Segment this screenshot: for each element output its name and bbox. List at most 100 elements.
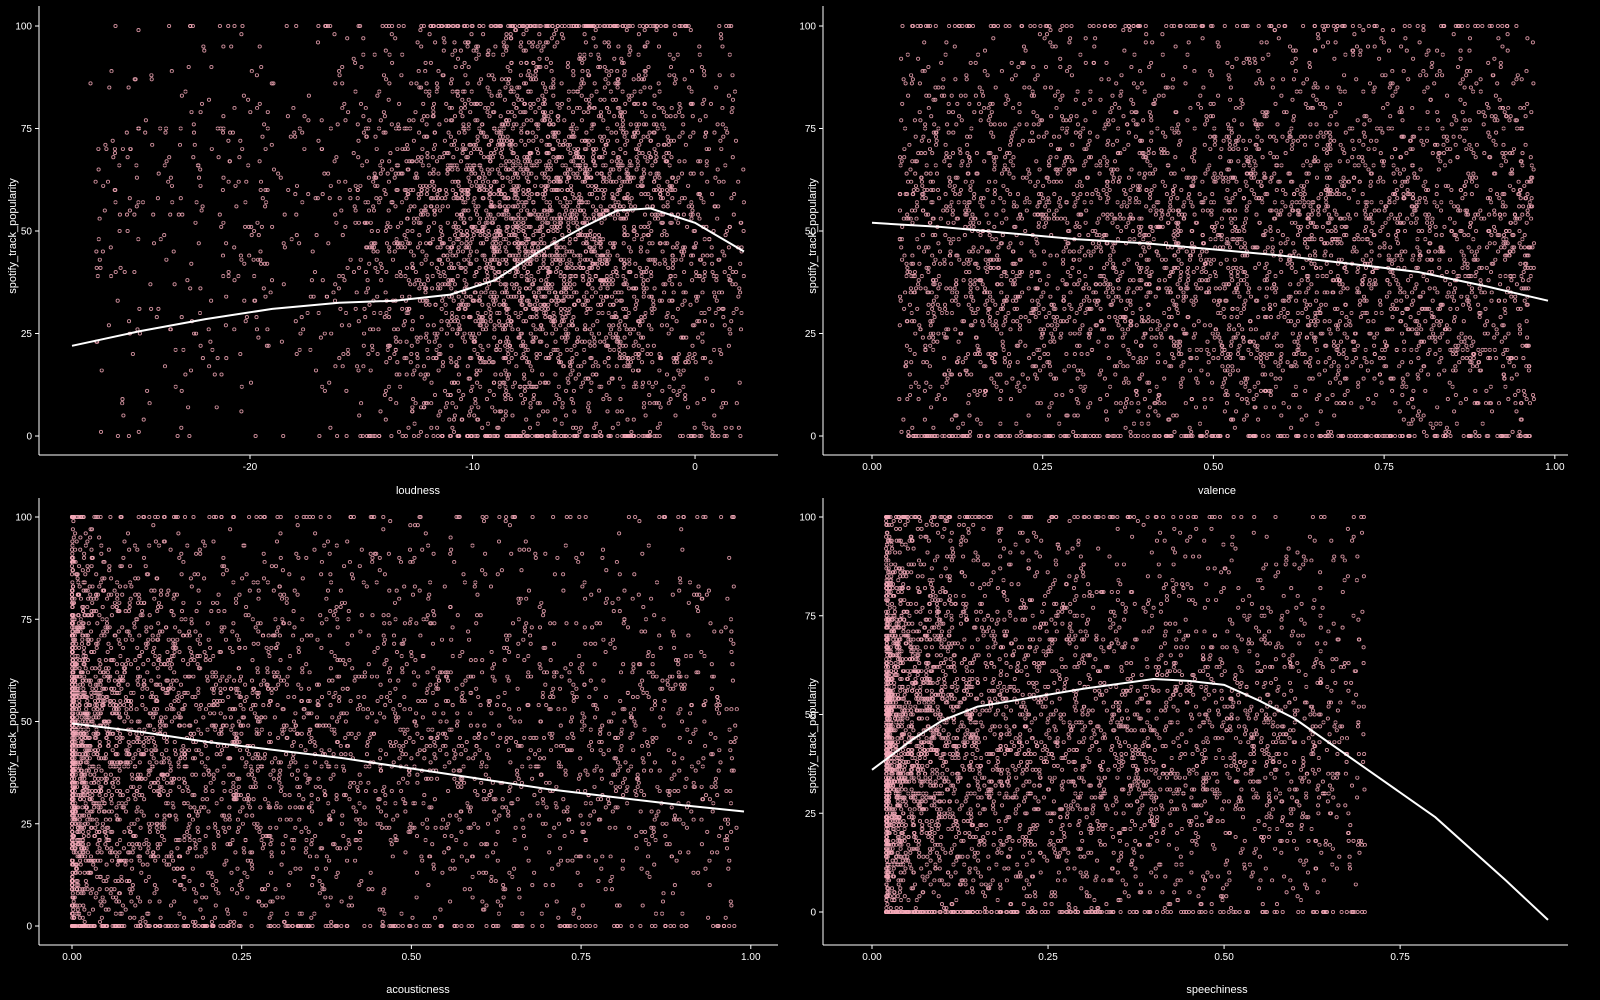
scatter-point [567, 306, 572, 311]
scatter-point [424, 192, 429, 197]
scatter-point [190, 23, 195, 29]
scatter-point [647, 151, 652, 156]
scatter-point [396, 429, 402, 434]
scatter-point [540, 171, 545, 176]
scatter-point [319, 118, 324, 123]
scatter-point [475, 380, 480, 385]
scatter-point [542, 187, 548, 193]
scatter-point [474, 249, 479, 254]
scatter-point [678, 372, 683, 377]
scatter-point [399, 171, 404, 176]
scatter-point [252, 228, 257, 234]
scatter-point [607, 175, 612, 180]
scatter-point [400, 171, 405, 176]
scatter-point [664, 187, 670, 193]
scatter-point [358, 101, 364, 106]
scatter-point [299, 315, 304, 320]
scatter-point [439, 228, 444, 234]
scatter-point [464, 155, 469, 160]
scatter-point [402, 356, 407, 361]
scatter-point [511, 159, 516, 164]
scatter-point [469, 356, 474, 361]
scatter-point [310, 249, 315, 254]
y-tick-label: 0 [26, 432, 32, 443]
scatter-point [584, 130, 589, 135]
scatter-point [262, 261, 267, 266]
scatter-point [696, 212, 701, 217]
scatter-point [617, 175, 622, 180]
scatter-point [293, 134, 298, 139]
scatter-point [583, 433, 588, 439]
scatter-point [451, 155, 456, 160]
scatter-point [306, 93, 311, 98]
scatter-point [688, 28, 693, 33]
scatter-point [121, 413, 126, 418]
scatter-point [612, 56, 617, 61]
scatter-point [610, 196, 615, 201]
y-axis-label: spotify_track_popularity [7, 178, 19, 294]
scatter-point [568, 286, 573, 291]
scatter-point [381, 130, 386, 135]
scatter-point [521, 372, 527, 377]
scatter-point [555, 101, 560, 106]
scatter-point [462, 339, 467, 344]
scatter-point [503, 302, 508, 307]
scatter-point [437, 343, 442, 348]
scatter-point [477, 315, 482, 320]
scatter-point [480, 425, 485, 430]
scatter-point [188, 286, 193, 291]
scatter-point [370, 245, 375, 250]
scatter-point [425, 298, 430, 303]
x-axis-label: loudness [396, 485, 441, 497]
scatter-point [524, 175, 529, 180]
scatter-point [703, 134, 708, 139]
scatter-point [659, 298, 664, 303]
scatter-point [477, 175, 482, 180]
scatter-point [505, 376, 510, 381]
x-tick-label: -20 [243, 462, 258, 473]
scatter-point [673, 114, 678, 119]
scatter-point [256, 335, 261, 340]
scatter-point [358, 23, 363, 29]
scatter-point [373, 241, 378, 246]
scatter-point [436, 413, 441, 418]
scatter-point [442, 151, 447, 156]
scatter-point [454, 315, 459, 320]
scatter-point [435, 204, 440, 209]
scatter-point [469, 388, 474, 393]
scatter-point [509, 138, 514, 143]
scatter-point [384, 241, 390, 246]
scatter-point [412, 282, 417, 287]
scatter-point [639, 192, 644, 197]
scatter-point [545, 265, 550, 270]
scatter-point [632, 130, 638, 135]
scatter-point [322, 171, 327, 176]
x-tick-label: 0 [692, 462, 698, 473]
scatter-point [634, 233, 639, 238]
scatter-point [130, 351, 135, 357]
scatter-point [514, 171, 520, 176]
scatter-point [683, 392, 688, 398]
scatter-point [418, 28, 423, 33]
scatter-point [606, 81, 611, 86]
scatter-point [556, 130, 561, 135]
scatter-point [451, 429, 457, 434]
scatter-point [723, 425, 728, 430]
scatter-point [375, 228, 380, 234]
scatter-point [622, 228, 627, 234]
scatter-point [115, 433, 120, 439]
scatter-point [654, 28, 659, 33]
scatter-point [126, 85, 131, 90]
scatter-point [663, 282, 668, 287]
scatter-point [597, 429, 603, 434]
scatter-point [537, 40, 542, 45]
scatter-point [501, 40, 506, 45]
scatter-point [634, 302, 639, 307]
scatter-point [585, 241, 590, 246]
scatter-point [730, 155, 735, 160]
scatter-point [672, 23, 677, 29]
scatter-point [164, 159, 169, 164]
scatter-point [293, 192, 298, 197]
scatter-point [654, 122, 659, 127]
scatter-point [397, 101, 402, 106]
